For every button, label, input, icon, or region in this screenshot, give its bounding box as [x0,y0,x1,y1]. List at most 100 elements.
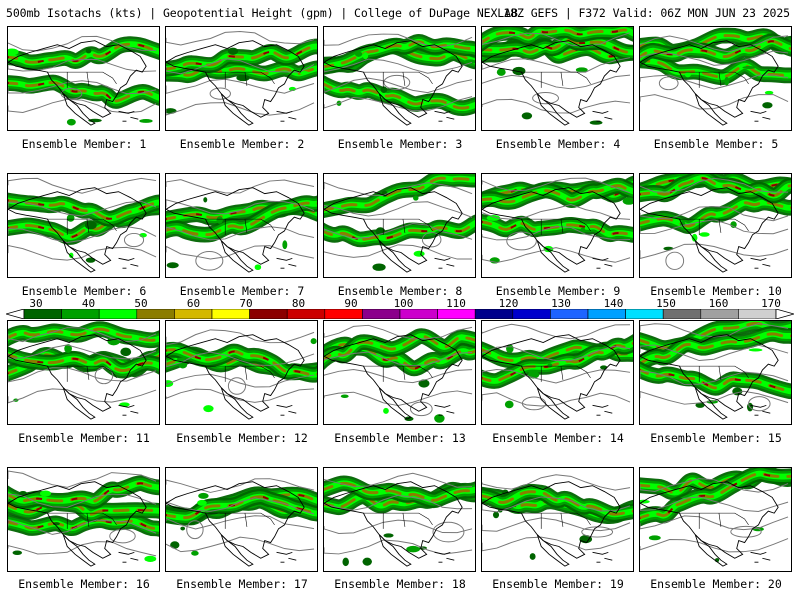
map-title: 500mb Isotachs (kts) | Geopotential Heig… [6,6,518,20]
map-canvas [166,179,317,273]
member-label: Ensemble Member: 19 [492,577,624,591]
member-label: Ensemble Member: 18 [334,577,466,591]
member-label: Ensemble Member: 8 [337,284,463,298]
member-label: Ensemble Member: 3 [337,137,463,151]
coastline [166,40,305,126]
colorbar-tick-label: 160 [708,297,729,310]
ensemble-member-map [481,467,634,572]
colorbar-tick-label: 80 [291,297,306,310]
height-contours [640,478,789,553]
ensemble-member-map [639,320,792,425]
isotach-bands [482,334,633,409]
map-canvas [324,472,475,567]
colorbar-swatch [174,309,213,319]
colorbar-swatch [211,309,250,319]
colorbar-tick-label: 100 [393,297,414,310]
coastline [324,187,463,273]
colorbar-swatch [474,309,514,319]
isotach-bands [166,38,317,114]
coastline [8,334,147,420]
member-label: Ensemble Member: 9 [495,284,621,298]
coastline [166,187,305,273]
ensemble-member-map [639,467,792,572]
isotach-bands [324,328,475,423]
colorbar-swatch [324,309,363,319]
isotach-bands [324,475,475,567]
coastline [8,187,147,273]
colorbar-swatch [399,309,438,319]
height-contours [640,35,789,110]
map-canvas [166,31,317,126]
member-label: Ensemble Member: 15 [650,431,782,445]
colorbar-tick-label: 130 [551,297,571,310]
map-canvas [8,321,159,420]
map-canvas [324,174,475,273]
colorbar-tick-label: 70 [239,297,253,310]
height-contours [8,177,157,261]
isotach-bands [482,483,633,560]
ensemble-member-map [481,173,634,278]
map-canvas [640,174,791,273]
member-label: Ensemble Member: 2 [179,137,305,151]
coastline [324,334,463,420]
member-label: Ensemble Member: 12 [176,431,308,445]
member-label: Ensemble Member: 10 [650,284,782,298]
isotach-bands [482,27,633,125]
ensemble-member-map [323,467,476,572]
coastline [640,334,779,420]
ensemble-member-map [165,173,318,278]
height-contours [324,33,473,112]
coastline [482,187,621,273]
valid-time: 18Z GEFS | F372 Valid: 06Z MON JUN 23 20… [503,6,790,20]
height-contours [482,32,631,114]
isotach-colorbar: 30 40 50 60 70 80 90 100 110 120 130 140 150 160 170 [6,297,794,321]
colorbar-swatch [437,309,476,319]
map-canvas [482,27,633,126]
ensemble-member-map [165,320,318,425]
member-label: Ensemble Member: 1 [21,137,147,151]
colorbar-tick-label: 170 [761,297,781,310]
isotach-bands [166,486,317,556]
map-canvas [8,35,159,126]
colorbar-swatches [6,309,794,319]
colorbar-ticks: 30 40 50 60 70 80 90 100 110 120 130 140 150 160 170 [6,297,794,310]
colorbar-swatch [662,309,702,319]
colorbar-right-arrow [775,309,794,319]
ensemble-member-map [7,467,160,572]
member-label: Ensemble Member: 14 [492,431,624,445]
colorbar-tick-label: 120 [498,297,519,310]
isotach-bands [482,176,633,264]
colorbar-tick-label: 50 [134,297,148,310]
isotach-bands [166,195,317,271]
map-canvas [324,324,475,423]
height-contours [8,327,157,404]
map-title-bar: 500mb Isotachs (kts) | Geopotential Heig… [6,6,796,22]
colorbar-swatch [286,309,326,319]
map-canvas [640,468,791,567]
height-contours [8,35,157,114]
coastline [482,40,621,126]
colorbar-swatch [512,309,551,319]
colorbar-tick-label: 60 [186,297,201,310]
member-label: Ensemble Member: 7 [179,284,305,298]
ensemble-member-map [639,173,792,278]
coastline [640,40,779,126]
coastline [8,481,147,567]
height-contours [8,470,157,557]
coastline [324,40,463,126]
member-label: Ensemble Member: 5 [653,137,779,151]
coastline [166,334,305,420]
coastline [482,481,621,567]
isotach-bands [324,174,475,271]
colorbar-swatch [61,309,100,319]
colorbar-left-arrow [6,309,25,319]
ensemble-member-map [639,26,792,131]
ensemble-member-map [323,320,476,425]
ensemble-member-map [165,26,318,131]
member-label: Ensemble Member: 16 [18,577,150,591]
map-canvas [8,177,159,273]
ensemble-member-map [165,467,318,572]
colorbar-swatch [98,309,138,319]
colorbar-tick-label: 110 [446,297,466,310]
map-canvas [482,176,633,273]
